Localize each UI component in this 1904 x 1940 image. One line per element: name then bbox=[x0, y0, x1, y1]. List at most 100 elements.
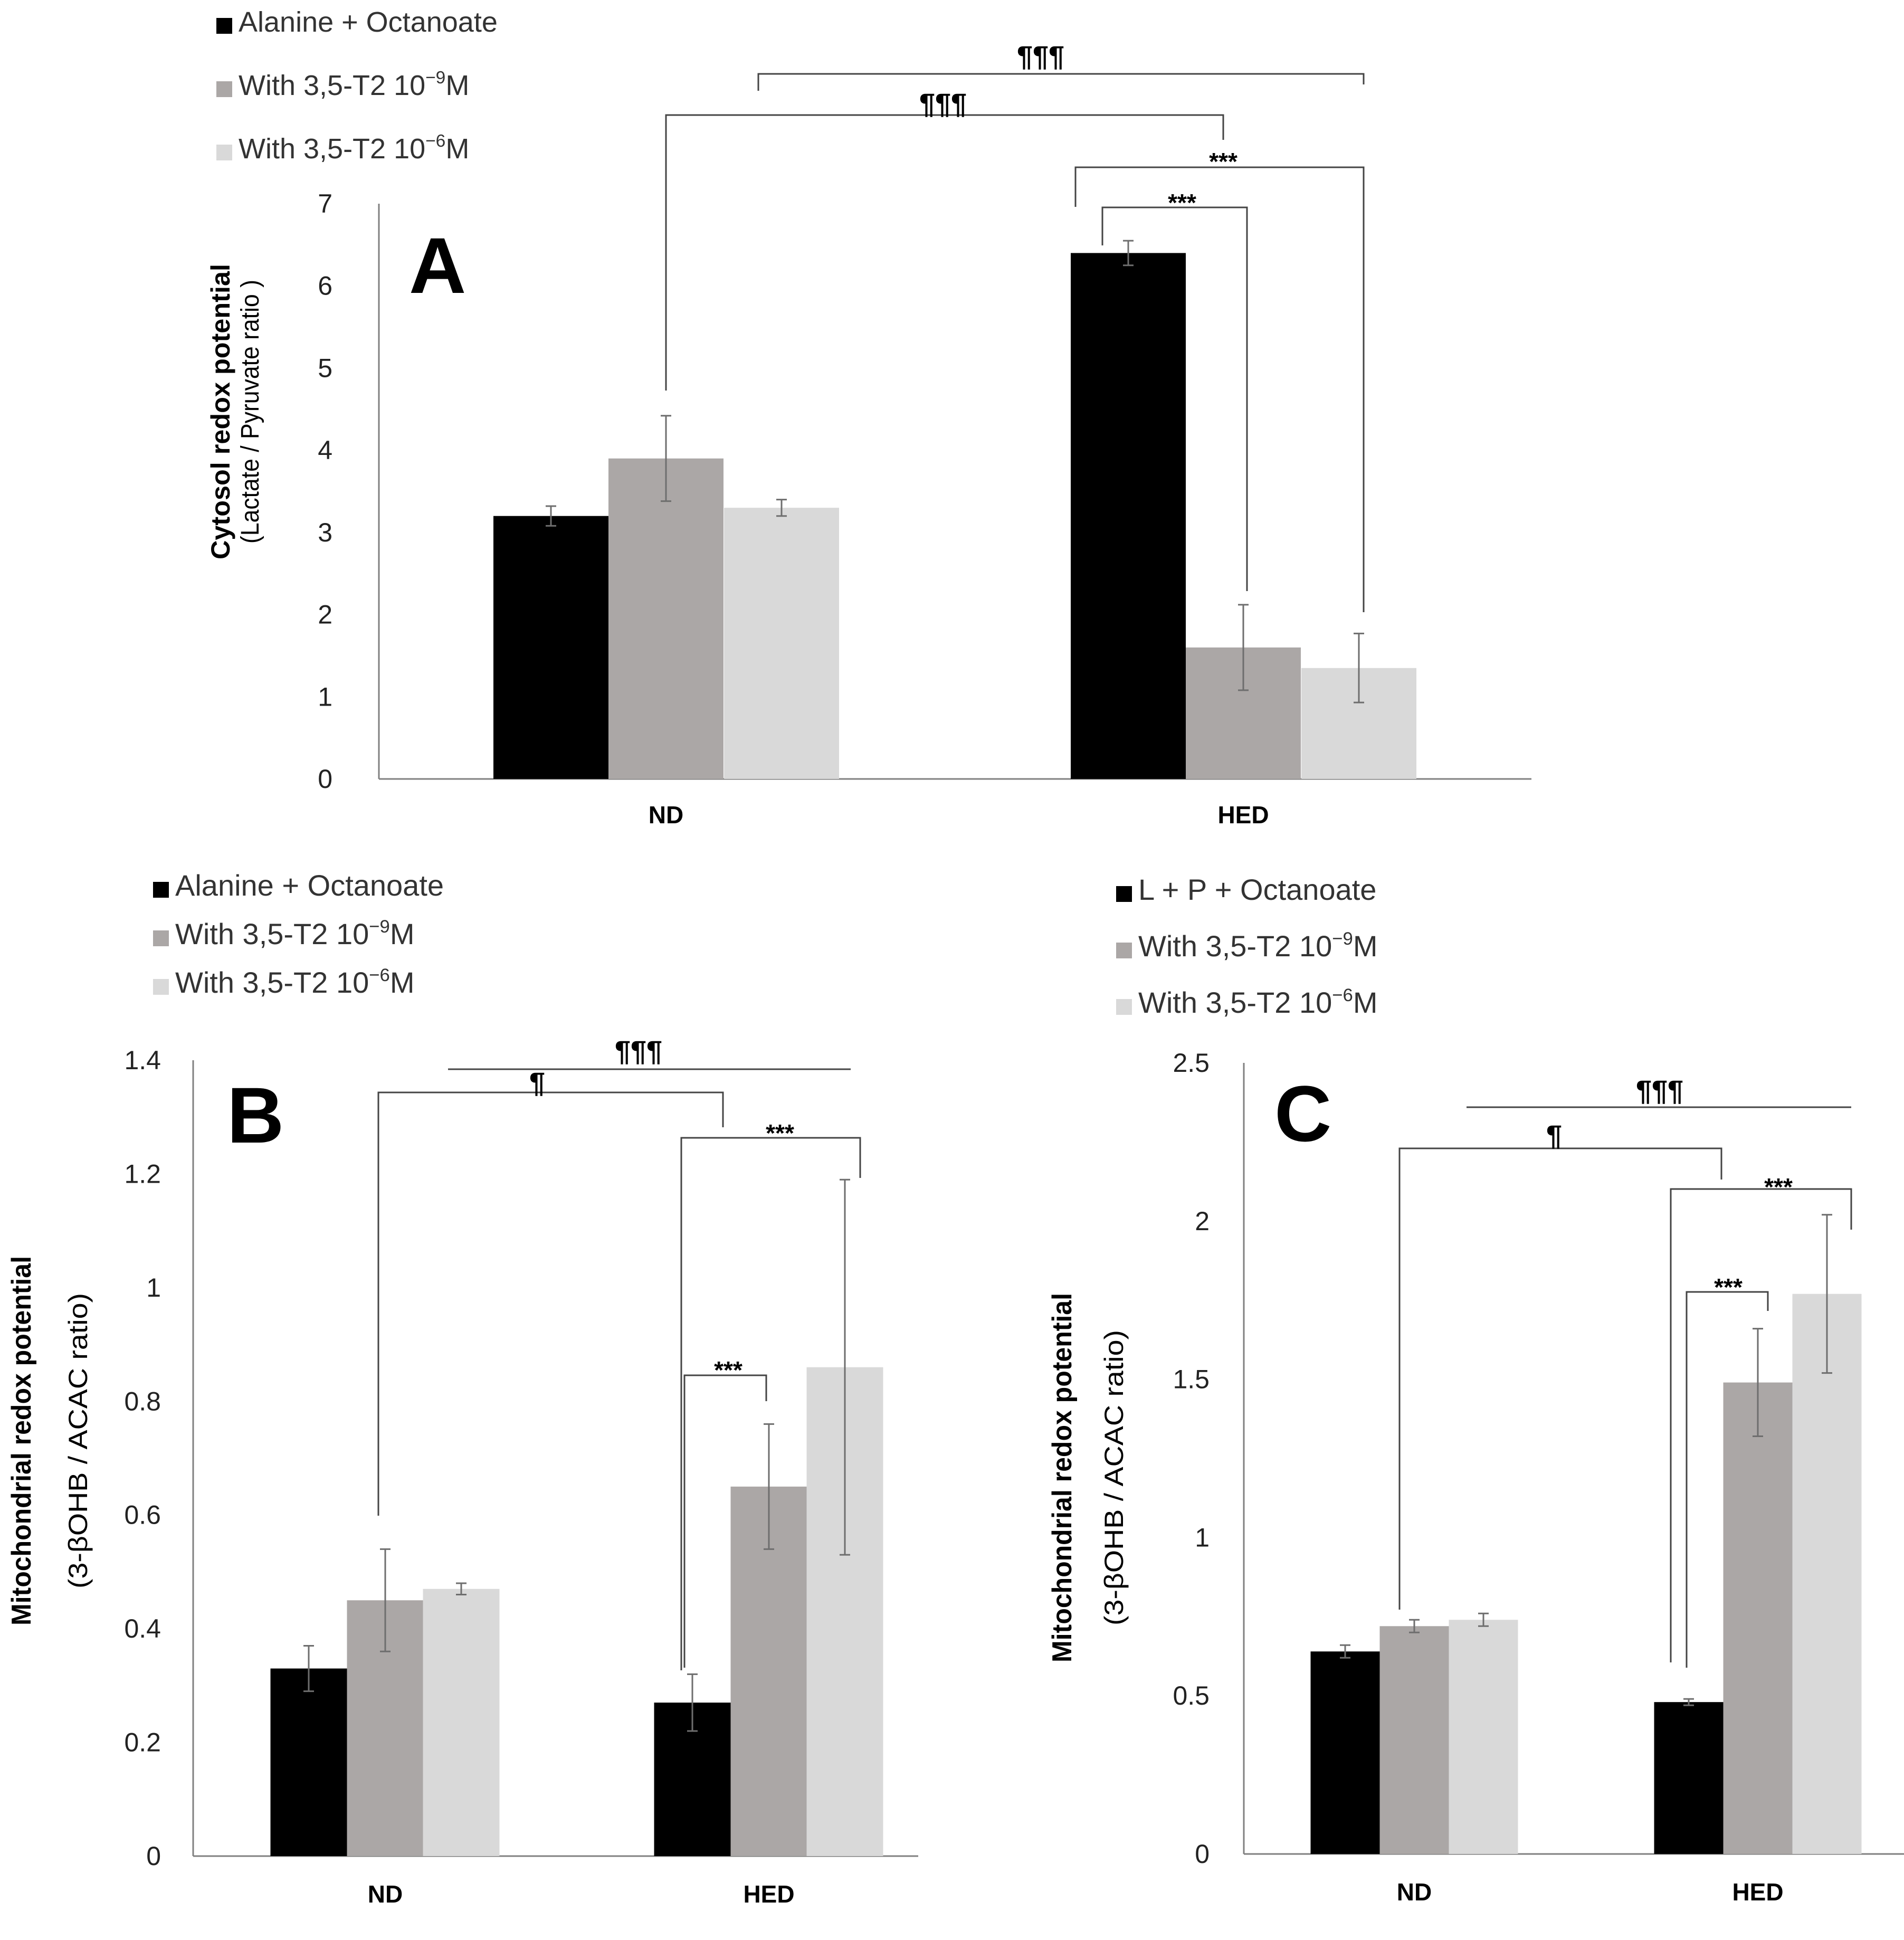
legend-label-text: With 3,5-T2 10 bbox=[239, 133, 425, 165]
y-tick-label: 2.5 bbox=[1173, 1048, 1210, 1078]
y-axis-title: Mitochondrial redox potential bbox=[1047, 1293, 1078, 1662]
legend-label-suffix: M bbox=[445, 70, 469, 101]
y-axis-title: Mitochondrial redox potential bbox=[6, 1256, 37, 1625]
legend-label-superscript: −6 bbox=[425, 131, 445, 151]
y-tick-label: 0.6 bbox=[124, 1500, 161, 1530]
y-tick-label: 1.2 bbox=[124, 1159, 161, 1188]
y-tick-label: 6 bbox=[318, 271, 332, 301]
legend-label-superscript: −9 bbox=[1332, 929, 1353, 949]
legend-label: With 3,5-T2 10−9M bbox=[1138, 929, 1378, 963]
y-tick-label: 0.8 bbox=[124, 1386, 161, 1416]
bar bbox=[423, 1589, 500, 1856]
legend-swatch bbox=[153, 979, 169, 995]
significance-label: *** bbox=[1168, 189, 1196, 216]
legend-label: Alanine + Octanoate bbox=[239, 6, 498, 38]
significance-bracket bbox=[1074, 166, 1365, 612]
significance-label: ¶ bbox=[529, 1067, 545, 1099]
legend-swatch bbox=[1116, 999, 1132, 1015]
legend-label-superscript: −6 bbox=[1332, 985, 1353, 1005]
legend-label: With 3,5-T2 10−9M bbox=[175, 917, 415, 950]
legend-label: With 3,5-T2 10−6M bbox=[1138, 985, 1378, 1019]
bar bbox=[724, 508, 839, 779]
category-label: HED bbox=[1217, 801, 1269, 829]
y-axis-subtitle: (Lactate / Pyruvate ratio ) bbox=[236, 280, 264, 544]
y-tick-label: 0 bbox=[146, 1841, 161, 1871]
legend-label: Alanine + Octanoate bbox=[175, 869, 444, 902]
legend-label: With 3,5-T2 10−9M bbox=[239, 68, 469, 101]
significance-label: ¶¶¶ bbox=[1636, 1075, 1683, 1107]
y-axis-subtitle: (3-βOHB / ACAC ratio) bbox=[63, 1293, 93, 1589]
y-tick-label: 1 bbox=[1195, 1523, 1210, 1552]
significance-label: *** bbox=[766, 1119, 794, 1147]
bar bbox=[1723, 1382, 1793, 1854]
legend-label-text: Alanine + Octanoate bbox=[239, 6, 498, 38]
legend-label-suffix: M bbox=[390, 917, 415, 950]
y-tick-label: 5 bbox=[318, 353, 332, 383]
y-tick-label: 4 bbox=[318, 435, 332, 465]
significance-label: ¶¶¶ bbox=[919, 88, 967, 120]
legend-label-text: With 3,5-T2 10 bbox=[1138, 929, 1332, 963]
panel-letter: B bbox=[227, 1071, 284, 1159]
significance-label: *** bbox=[1209, 148, 1237, 175]
panel-letter: C bbox=[1274, 1069, 1331, 1158]
y-tick-label: 1 bbox=[146, 1273, 161, 1302]
y-axis-title: Cytosol redox potential bbox=[206, 264, 235, 559]
y-tick-label: 0.4 bbox=[124, 1614, 161, 1643]
significance-label: ¶ bbox=[1546, 1120, 1562, 1152]
legend-label-text: With 3,5-T2 10 bbox=[175, 966, 369, 999]
category-label: ND bbox=[368, 1880, 403, 1908]
y-tick-label: 7 bbox=[318, 189, 332, 218]
y-tick-label: 0.2 bbox=[124, 1728, 161, 1757]
legend-label-text: With 3,5-T2 10 bbox=[239, 70, 425, 101]
y-axis-subtitle: (3-βOHB / ACAC ratio) bbox=[1099, 1330, 1129, 1625]
legend-label-superscript: −9 bbox=[425, 68, 445, 88]
y-tick-label: 0.5 bbox=[1173, 1681, 1210, 1710]
legend-label-superscript: −6 bbox=[369, 965, 390, 985]
y-tick-label: 1.5 bbox=[1173, 1365, 1210, 1394]
significance-bracket bbox=[1398, 1147, 1722, 1610]
bar bbox=[608, 458, 723, 779]
legend-swatch bbox=[153, 930, 169, 946]
legend-swatch bbox=[1116, 886, 1132, 902]
y-tick-label: 2 bbox=[1195, 1206, 1210, 1236]
significance-label: ¶¶¶ bbox=[1017, 41, 1064, 72]
y-tick-label: 2 bbox=[318, 600, 332, 630]
legend-label: L + P + Octanoate bbox=[1138, 873, 1376, 906]
legend-label-suffix: M bbox=[1353, 929, 1378, 963]
bar bbox=[1379, 1626, 1449, 1854]
y-tick-label: 3 bbox=[318, 518, 332, 547]
legend-label-text: L + P + Octanoate bbox=[1138, 873, 1376, 906]
bar bbox=[1071, 253, 1186, 779]
category-label: HED bbox=[1732, 1878, 1783, 1906]
significance-bracket bbox=[683, 1374, 767, 1668]
legend-label-text: With 3,5-T2 10 bbox=[175, 917, 369, 950]
y-tick-label: 1.4 bbox=[124, 1045, 161, 1075]
bar bbox=[270, 1668, 347, 1856]
legend-swatch bbox=[216, 145, 232, 160]
y-tick-label: 0 bbox=[318, 764, 332, 794]
legend-label-suffix: M bbox=[1353, 986, 1378, 1019]
y-tick-label: 1 bbox=[318, 682, 332, 711]
significance-label: *** bbox=[1764, 1173, 1793, 1201]
legend-label-suffix: M bbox=[390, 966, 415, 999]
category-label: ND bbox=[649, 801, 683, 829]
significance-bracket bbox=[1670, 1188, 1852, 1662]
legend-label: With 3,5-T2 10−6M bbox=[175, 965, 415, 999]
panel-b: 0 0.2 0.4 0.6 0.8 1 1.2 1.4 ND HED Mitochondrial r… bbox=[6, 869, 918, 1908]
significance-bracket bbox=[377, 1091, 724, 1516]
legend-label-text: Alanine + Octanoate bbox=[175, 869, 444, 902]
legend-label: With 3,5-T2 10−6M bbox=[239, 131, 469, 165]
significance-bracket bbox=[757, 73, 1365, 91]
legend-label-superscript: −9 bbox=[369, 917, 390, 937]
bar bbox=[493, 516, 608, 779]
panel-c: 0 0.5 1 1.5 2 2.5 ND HED Mitochondrial redox pot… bbox=[1047, 873, 1904, 1906]
legend-swatch bbox=[216, 18, 232, 34]
panel-a: 0 1 2 3 4 5 6 7 ND HED Cytosol redox potential (Lac… bbox=[206, 6, 1531, 829]
legend-swatch bbox=[216, 81, 232, 97]
legend-swatch bbox=[1116, 943, 1132, 958]
bar bbox=[1654, 1702, 1724, 1854]
significance-bracket bbox=[1686, 1291, 1769, 1668]
significance-bracket bbox=[665, 114, 1224, 391]
category-label: HED bbox=[743, 1880, 794, 1908]
